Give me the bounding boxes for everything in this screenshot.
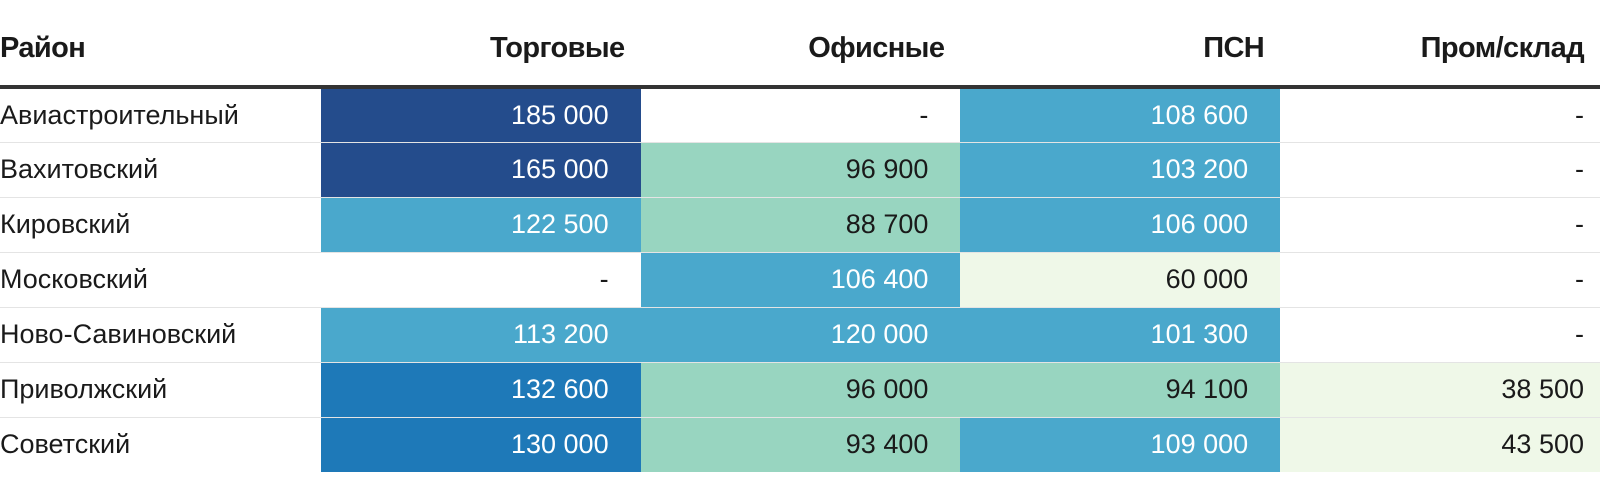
- value-cell: 185 000: [320, 87, 641, 143]
- district-name: Авиастроительный: [0, 87, 321, 143]
- value-cell: 106 400: [640, 252, 961, 308]
- header-row: Район Торговые Офисные ПСН Пром/склад: [0, 0, 1600, 89]
- value-cell: 38 500: [1280, 362, 1600, 418]
- value-cell: 94 100: [960, 362, 1281, 418]
- table-row: Вахитовский 165 000 96 900 103 200-: [0, 142, 1600, 198]
- table-row: Кировский 122 500 88 700 106 000-: [0, 197, 1600, 253]
- value-cell: 109 000: [960, 417, 1281, 472]
- value-cell: -: [1280, 142, 1600, 198]
- value-cell: -: [1280, 307, 1600, 363]
- value-cell: -: [1280, 197, 1600, 253]
- value-cell: -: [640, 87, 961, 143]
- value-cell: 106 000: [960, 197, 1281, 253]
- column-header-industrial: Пром/склад: [1280, 0, 1600, 89]
- district-name: Вахитовский: [0, 142, 321, 198]
- value-cell: 88 700: [640, 197, 961, 253]
- column-header-retail: Торговые: [320, 0, 641, 89]
- district-name: Московский: [0, 252, 321, 308]
- district-name: Приволжский: [0, 362, 321, 418]
- value-cell: 93 400: [640, 417, 961, 472]
- district-name: Советский: [0, 429, 131, 460]
- table-row: Авиастроительный 185 000-108 600-: [0, 87, 1600, 143]
- value-cell: -: [1280, 252, 1600, 308]
- column-header-psn: ПСН: [960, 0, 1281, 89]
- value-cell: 103 200: [960, 142, 1281, 198]
- value-cell: 122 500: [320, 197, 641, 253]
- value-cell: 96 000: [640, 362, 961, 418]
- value-cell: 113 200: [320, 307, 641, 363]
- column-header-office: Офисные: [640, 0, 961, 89]
- district-name: Кировский: [0, 197, 321, 253]
- column-header-district: Район: [0, 0, 321, 89]
- table-row: Приволжский 132 600 96 000 94 100 38 500: [0, 362, 1600, 418]
- value-cell: 43 500: [1280, 417, 1600, 472]
- value-cell: 60 000: [960, 252, 1281, 308]
- value-cell: 132 600: [320, 362, 641, 418]
- district-name: Ново-Савиновский: [0, 307, 321, 363]
- value-cell: 96 900: [640, 142, 961, 198]
- value-cell: 101 300: [960, 307, 1281, 363]
- table-row: Советский 130 000 93 400 109 000 43 500: [0, 417, 1600, 472]
- value-cell: 120 000: [640, 307, 961, 363]
- value-cell: 130 000: [320, 417, 641, 472]
- value-cell: 165 000: [320, 142, 641, 198]
- value-cell: 108 600: [960, 87, 1281, 143]
- table-body: Авиастроительный 185 000-108 600- Вахитовс…: [0, 87, 1600, 472]
- value-cell: -: [320, 252, 641, 308]
- table-row: Московский -106 400 60 000-: [0, 252, 1600, 308]
- price-table: Район Торговые Офисные ПСН Пром/склад Ав…: [0, 0, 1600, 472]
- value-cell: -: [1280, 87, 1600, 143]
- table-row: Ново-Савиновский 113 200 120 000 101 300-: [0, 307, 1600, 363]
